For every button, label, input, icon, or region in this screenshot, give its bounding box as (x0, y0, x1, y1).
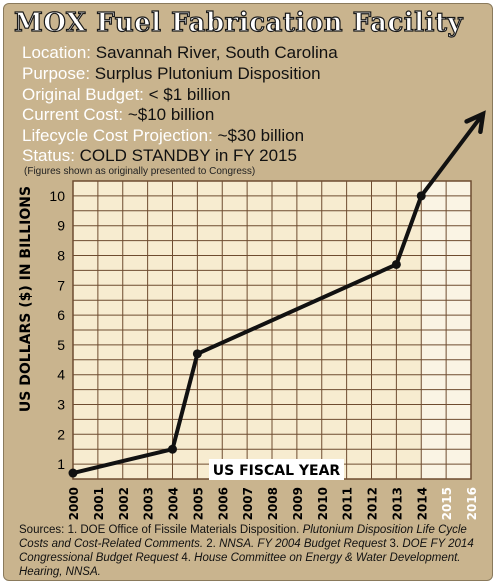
sources-citation: NNSA. FY 2004 Budget Request (219, 538, 387, 550)
y-tick-label: 3 (57, 397, 65, 413)
x-tick-label: 2001 (92, 487, 106, 520)
x-axis-label: US FISCAL YEAR (213, 463, 341, 479)
data-point (168, 444, 177, 454)
arrow-head (464, 110, 486, 135)
y-tick-label: 4 (57, 367, 65, 383)
x-tick-label: 2002 (117, 487, 131, 520)
info-value: < $1 billion (148, 85, 231, 104)
sources-part: 4. (178, 552, 195, 564)
y-tick-label: 6 (57, 307, 65, 323)
x-tick-label: 2013 (390, 487, 404, 520)
info-label: Original Budget: (22, 85, 144, 104)
info-lifecycle-cost: Lifecycle Cost Projection: ~$30 billion (22, 126, 304, 145)
infographic-card: MOX Fuel Fabrication Facility Location: … (3, 3, 493, 581)
x-tick-label: 2014 (415, 487, 429, 520)
y-tick-label: 1 (57, 456, 65, 472)
x-tick-label: 2006 (216, 487, 230, 520)
y-tick-label: 10 (49, 188, 65, 204)
sources-citation: Plutonium Disposition Life Cycle Costs a… (19, 524, 467, 550)
figures-note: (Figures shown as originally presented t… (24, 166, 256, 177)
y-tick-label: 2 (57, 426, 65, 442)
info-current-cost: Current Cost: ~$10 billion (22, 105, 214, 124)
data-point (391, 259, 401, 269)
info-label: Status: (22, 146, 75, 165)
info-original-budget: Original Budget: < $1 billion (22, 85, 230, 104)
sources-citation: House Committee on Energy & Water Develo… (19, 552, 461, 578)
data-point (192, 349, 202, 359)
info-label: Location: (22, 43, 91, 62)
info-purpose: Purpose: Surplus Plutonium Disposition (22, 64, 321, 83)
y-tick-label: 5 (57, 337, 65, 353)
sources-part: 3. (386, 538, 403, 550)
x-tick-label: 2000 (67, 487, 81, 520)
info-location: Location: Savannah River, South Carolina (22, 43, 338, 62)
data-point (416, 191, 426, 201)
info-label: Purpose: (22, 64, 91, 83)
x-tick-label: 2004 (167, 487, 181, 520)
info-value: ~$30 billion (217, 126, 305, 145)
sources-text: Sources: 1. DOE Office of Fissile Materi… (19, 523, 487, 579)
info-value: Surplus Plutonium Disposition (94, 64, 321, 83)
x-tick-label: 2011 (341, 487, 355, 520)
x-tick-label: 2007 (241, 487, 255, 520)
info-status: Status: COLD STANDBY in FY 2015 (22, 146, 297, 165)
data-point (68, 468, 78, 478)
sources-part: 2. (203, 538, 220, 550)
x-tick-label: 2015 (440, 487, 454, 520)
x-tick-label: 2003 (142, 487, 156, 520)
x-tick-label: 2012 (366, 487, 380, 520)
info-value: Savannah River, South Carolina (95, 43, 338, 62)
info-value: ~$10 billion (127, 105, 215, 124)
info-label: Current Cost: (22, 105, 124, 124)
info-value: COLD STANDBY in FY 2015 (79, 146, 297, 165)
cost-chart: 1 2 3 4 5 6 7 8 9 10 2000 2001 2002 2003 2004 2005 2006 2… (49, 110, 486, 520)
x-tick-label: 2008 (266, 487, 280, 520)
x-tick-label: 2005 (191, 487, 205, 520)
sources-part: Sources: 1. DOE Office of Fissile Materi… (19, 524, 303, 536)
page-title: MOX Fuel Fabrication Facility (13, 7, 464, 38)
y-axis-label: US DOLLARS ($) IN BILLIONS (18, 185, 34, 413)
x-tick-label: 2010 (316, 487, 330, 520)
x-tick-label: 2016 (465, 487, 479, 520)
x-tick-label: 2009 (291, 487, 305, 520)
y-tick-label: 9 (57, 218, 65, 234)
sources-citation: DOE FY 2014 Congressional Budget Request (19, 538, 474, 564)
y-tick-label: 7 (57, 277, 65, 293)
y-tick-label: 8 (57, 248, 65, 264)
cost-line (71, 112, 485, 476)
info-label: Lifecycle Cost Projection: (22, 126, 213, 145)
x-axis-label-box (209, 459, 344, 480)
